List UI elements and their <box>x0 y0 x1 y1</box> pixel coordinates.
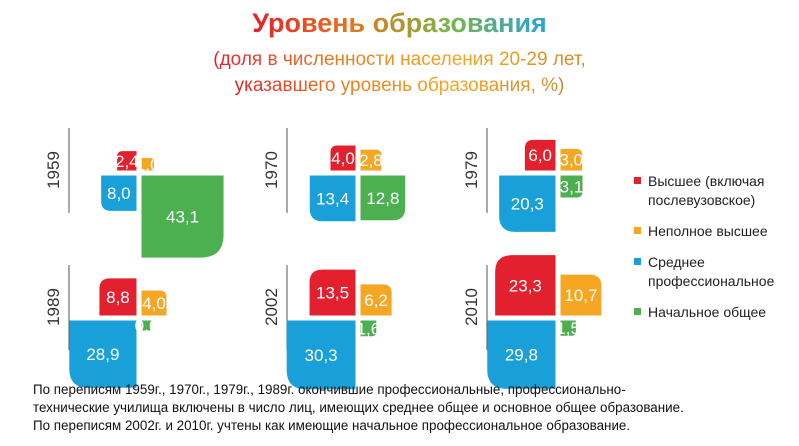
data-label-2002-incomplete-higher: 6,2 <box>364 291 388 310</box>
data-label-1959-incomplete-higher: 1,0 <box>136 155 160 174</box>
panel-year-label-2010: 2010 <box>462 288 481 326</box>
bar-1979-incomplete-higher <box>560 148 583 171</box>
chart-title: Уровень образования <box>252 8 547 38</box>
bar-1959-secondary-professional <box>101 175 137 211</box>
footnote-line-2: технические училища включены в число лиц… <box>33 400 684 415</box>
panel-year-label-1979: 1979 <box>462 151 481 189</box>
data-label-2002-primary-general: 1,6 <box>357 319 381 338</box>
legend-item-secondary-professional: Среднее профессиональное <box>634 253 799 291</box>
data-label-2002-secondary-professional: 30,3 <box>305 346 338 365</box>
data-label-1989-higher: 8,8 <box>106 288 130 307</box>
panel-year-label-1970: 1970 <box>262 151 281 189</box>
data-label-1979-primary-general: 3,1 <box>560 178 584 197</box>
bar-1989-higher <box>99 278 137 316</box>
legend-item-higher: Высшее (включая послевузовское) <box>634 172 799 210</box>
legend-label-secondary-professional: Среднее профессиональное <box>648 254 775 289</box>
bar-2010-incomplete-higher <box>560 274 602 316</box>
legend: Высшее (включая послевузовское) Неполное… <box>634 172 799 334</box>
bar-1979-higher <box>524 139 556 171</box>
data-label-2010-secondary-professional: 29,8 <box>505 346 538 365</box>
bar-2002-secondary-professional <box>286 320 356 390</box>
data-label-1979-higher: 6,0 <box>528 146 552 165</box>
data-label-1959-secondary-professional: 8,0 <box>107 184 131 203</box>
bar-2010-higher <box>495 255 556 316</box>
bar-1970-higher <box>330 145 356 171</box>
legend-label-primary-general: Начальное общее <box>648 304 767 320</box>
bar-2010-secondary-professional <box>487 320 556 389</box>
data-label-1970-secondary-professional: 13,4 <box>316 189 349 208</box>
legend-swatch-incomplete-higher <box>634 227 641 234</box>
bar-1989-primary-general <box>141 320 152 331</box>
data-label-2002-higher: 13,5 <box>316 284 349 303</box>
data-label-1989-primary-general: 0,6 <box>135 317 159 336</box>
data-label-1959-primary-general: 43,1 <box>166 208 199 227</box>
chart-subtitle-line-1: (доля в численности населения 20-29 лет, <box>213 49 586 70</box>
legend-label-higher: Высшее (включая послевузовское) <box>648 173 765 208</box>
bar-1970-primary-general <box>360 175 406 221</box>
data-label-1959-higher: 2,4 <box>115 152 139 171</box>
legend-item-primary-general: Начальное общее <box>634 303 799 322</box>
bar-1970-incomplete-higher <box>360 149 382 171</box>
bar-1979-primary-general <box>560 175 583 198</box>
data-label-1979-secondary-professional: 20,3 <box>511 195 544 214</box>
data-label-1970-incomplete-higher: 2,8 <box>359 151 383 170</box>
footnote-line-3: По переписям 2002г. и 2010г. учтены как … <box>33 418 631 433</box>
bar-1959-higher <box>117 151 137 171</box>
bar-1989-secondary-professional <box>69 320 137 388</box>
legend-item-incomplete-higher: Неполное высшее <box>634 222 799 241</box>
bar-1989-incomplete-higher <box>141 290 167 316</box>
bar-1959-primary-general <box>141 175 224 258</box>
bar-1970-secondary-professional <box>309 175 356 222</box>
footnote-line-1: По переписям 1959г., 1970г., 1979г., 198… <box>33 382 626 397</box>
legend-swatch-secondary-professional <box>634 258 641 265</box>
data-label-1989-incomplete-higher: 4,0 <box>142 294 166 313</box>
data-label-1989-secondary-professional: 28,9 <box>86 345 119 364</box>
data-label-1979-incomplete-higher: 3,0 <box>560 151 584 170</box>
panel-year-label-1989: 1989 <box>44 288 63 326</box>
data-label-2010-higher: 23,3 <box>509 276 542 295</box>
bar-1979-secondary-professional <box>499 175 556 232</box>
chart-subtitle-line-2: указавшего уровень образования, %) <box>234 75 565 96</box>
data-label-1970-higher: 4,0 <box>331 149 355 168</box>
bar-1959-incomplete-higher <box>141 158 154 171</box>
panel-year-label-1959: 1959 <box>44 151 63 189</box>
legend-label-incomplete-higher: Неполное высшее <box>648 223 768 239</box>
bar-2002-incomplete-higher <box>360 284 392 316</box>
data-label-2010-incomplete-higher: 10,7 <box>564 286 597 305</box>
data-label-2010-primary-general: 1,5 <box>556 319 580 338</box>
footnote: По переписям 1959г., 1970г., 1979г., 198… <box>33 381 793 435</box>
data-label-1970-primary-general: 12,8 <box>366 189 399 208</box>
legend-swatch-higher <box>634 177 641 184</box>
bar-2010-primary-general <box>560 320 576 336</box>
bar-2002-higher <box>309 269 356 316</box>
panel-year-label-2002: 2002 <box>262 288 281 326</box>
legend-swatch-primary-general <box>634 308 641 315</box>
bar-2002-primary-general <box>360 320 377 337</box>
